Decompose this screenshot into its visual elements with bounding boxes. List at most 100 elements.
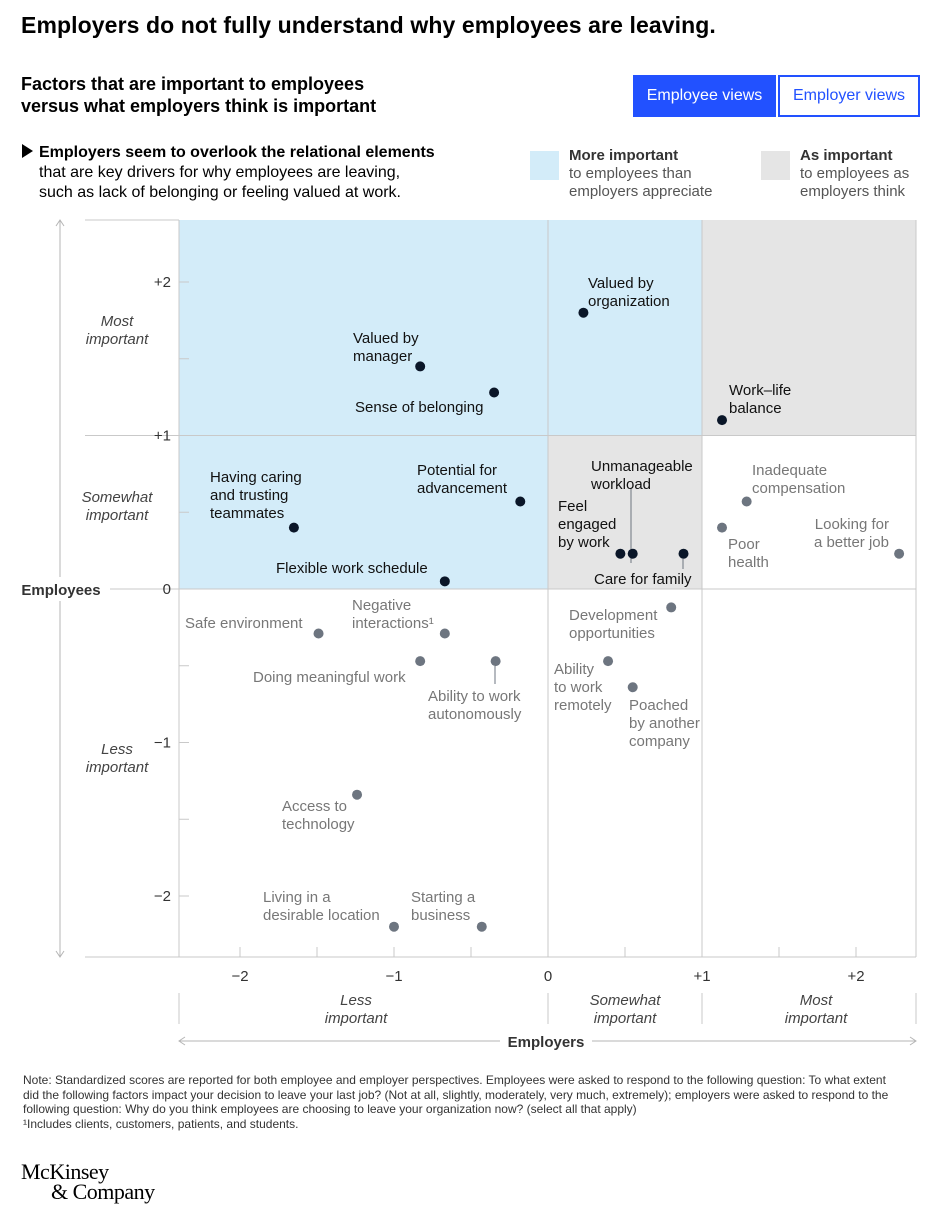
point-label-line: teammates xyxy=(210,505,284,522)
point-label-line: advancement xyxy=(417,480,508,497)
x-tick-label: +2 xyxy=(847,968,864,985)
legend-line: employers appreciate xyxy=(569,183,713,200)
data-point xyxy=(894,548,905,559)
data-point xyxy=(741,496,752,507)
data-point xyxy=(666,602,677,613)
point-label-line: Starting a xyxy=(411,889,476,906)
y-axis-label: Employees xyxy=(21,582,100,599)
x-band-label: Most important xyxy=(785,992,848,1027)
x-tick-label: −1 xyxy=(385,968,402,985)
x-arrow-right-icon xyxy=(909,1036,917,1046)
data-point xyxy=(603,656,614,667)
legend-line: to employees as xyxy=(800,165,910,182)
y-band-label-line: important xyxy=(86,759,149,776)
data-point xyxy=(313,628,324,639)
point-label-line: Having caring xyxy=(210,469,302,486)
y-tick-label-line: −2 xyxy=(154,888,171,905)
point-label-line: manager xyxy=(353,348,412,365)
legend-item-more-important: More important to employees than employe… xyxy=(569,147,712,201)
point-label-line: Valued by xyxy=(588,275,654,292)
point-label-line: company xyxy=(629,733,690,750)
point-label-line: business xyxy=(411,907,470,924)
point-label: Ability to work remotely xyxy=(554,661,612,714)
y-band-label-line: Somewhat xyxy=(82,489,154,506)
y-arrow-down-icon xyxy=(55,950,65,958)
y-band-label-line: Most xyxy=(101,313,134,330)
triangle-bullet-icon xyxy=(22,144,33,158)
point-label-line: Poached xyxy=(629,697,688,714)
point-label-line: Ability to work xyxy=(428,688,521,705)
point-label: Access to technology xyxy=(282,798,355,833)
x-axis-label-bg xyxy=(500,1030,592,1052)
point-label: Starting a business xyxy=(411,889,476,924)
legend-title: More important xyxy=(569,147,679,164)
point-label-line: compensation xyxy=(752,480,845,497)
data-point xyxy=(717,522,728,533)
key-takeaway: Employers seem to overlook the relationa… xyxy=(22,143,435,203)
employer-views-button[interactable]: Employer views xyxy=(778,75,920,117)
legend-title: As important xyxy=(800,147,893,164)
point-label-line: Feel xyxy=(558,498,587,515)
point-label-line: Ability xyxy=(554,661,595,678)
y-band-label: Most important xyxy=(86,313,149,348)
y-axis-label-line: Employees xyxy=(21,582,100,599)
legend-swatch-as-important xyxy=(761,151,790,180)
region-more-important xyxy=(179,220,548,589)
region-as-important xyxy=(548,435,702,589)
data-point xyxy=(490,656,501,667)
x-band-label-line: important xyxy=(594,1010,657,1027)
data-point xyxy=(476,921,487,932)
y-tick-label: −2 xyxy=(154,888,171,905)
data-point xyxy=(389,921,399,932)
point-label: Work–life balance xyxy=(729,382,791,417)
x-band-label-line: important xyxy=(785,1010,848,1027)
legend-line: employers think xyxy=(800,183,906,200)
y-axis-label-bg xyxy=(15,577,110,601)
point-label-line: Looking for xyxy=(815,516,889,533)
x-band-label-line: Most xyxy=(800,992,833,1009)
point-label: Living in a desirable location xyxy=(263,889,380,924)
point-label: Looking for a better job xyxy=(814,516,889,551)
point-label-line: remotely xyxy=(554,697,612,714)
x-tick-label: +1 xyxy=(693,968,710,985)
legend-item-as-important: As important to employees as employers t… xyxy=(800,147,909,201)
chart-subtitle: Factors that are important to employees … xyxy=(21,73,376,117)
point-label-line: Sense of belonging xyxy=(355,399,483,416)
point-label-line: Flexible work schedule xyxy=(276,560,428,577)
takeaway-bold: Employers seem to overlook the relationa… xyxy=(39,144,435,161)
data-point xyxy=(489,387,500,398)
x-band-label-line: important xyxy=(325,1010,388,1027)
point-label: Development opportunities xyxy=(569,607,658,642)
point-label: Care for family xyxy=(594,571,692,588)
point-label-line: Potential for xyxy=(417,462,497,479)
data-point xyxy=(717,415,728,426)
point-label-line: Development xyxy=(569,607,658,624)
y-band-label-line: important xyxy=(86,331,149,348)
logo-line: McKinsey xyxy=(21,1159,109,1184)
y-tick-label: −1 xyxy=(154,735,171,752)
point-label-line: a better job xyxy=(814,534,889,551)
x-tick-label-line: +2 xyxy=(847,968,864,985)
note-text: Note: Standardized scores are reported f… xyxy=(23,1073,889,1116)
x-tick-label-line: +1 xyxy=(693,968,710,985)
x-axis-label: Employers xyxy=(508,1034,585,1051)
point-label-line: Unmanageable xyxy=(591,458,693,475)
point-label: Doing meaningful work xyxy=(253,669,406,686)
x-arrow-left-icon xyxy=(178,1036,186,1046)
region-more-important xyxy=(548,220,702,436)
footnote: Note: Standardized scores are reported f… xyxy=(23,1073,903,1131)
point-label: Flexible work schedule xyxy=(276,560,428,577)
point-label-line: Inadequate xyxy=(752,462,827,479)
point-label-line: Work–life xyxy=(729,382,791,399)
point-label: Ability to work autonomously xyxy=(428,688,522,723)
point-label-line: autonomously xyxy=(428,706,522,723)
subtitle-line: versus what employers think is important xyxy=(21,96,377,116)
point-label: Valued by manager xyxy=(353,330,419,365)
point-label-line: and trusting xyxy=(210,487,288,504)
data-point xyxy=(515,496,526,507)
employee-views-button[interactable]: Employee views xyxy=(633,75,776,117)
point-label-line: Doing meaningful work xyxy=(253,669,406,686)
data-point xyxy=(678,548,689,559)
point-label: Unmanageable workload xyxy=(590,458,693,493)
